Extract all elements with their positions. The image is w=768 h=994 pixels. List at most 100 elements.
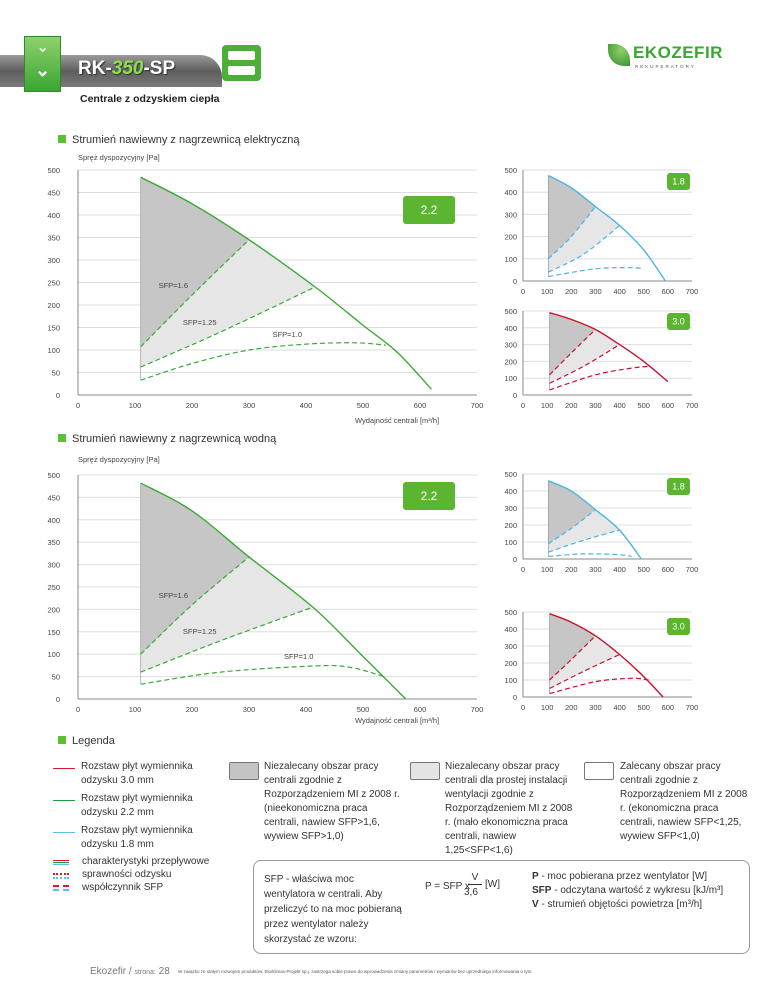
formula-denominator: 3,6 bbox=[464, 887, 478, 898]
x-tick-label: 600 bbox=[662, 565, 675, 574]
mid-economy-area bbox=[140, 556, 313, 673]
y-tick-label: 350 bbox=[47, 538, 60, 547]
y-tick-label: 300 bbox=[47, 561, 60, 570]
y-tick-label: 100 bbox=[504, 538, 517, 547]
x-tick-label: 400 bbox=[613, 287, 626, 296]
section-title: Strumień nawiewny z nagrzewnicą elektryc… bbox=[72, 134, 300, 146]
y-tick-label: 50 bbox=[52, 673, 60, 682]
badge-label: 2.2 bbox=[421, 489, 438, 503]
subtitle: Centrale z odzyskiem ciepła bbox=[80, 93, 220, 105]
x-tick-label: 0 bbox=[521, 287, 525, 296]
model-title: RK-350-SP bbox=[78, 58, 175, 80]
y-tick-label: 200 bbox=[504, 521, 517, 530]
flow-curve bbox=[140, 176, 432, 390]
x-tick-label: 400 bbox=[300, 705, 313, 714]
section-water: Strumień nawiewny z nagrzewnicą wodną bbox=[58, 433, 276, 445]
mid-economy-area bbox=[549, 635, 620, 689]
sfp-line-sfp16 bbox=[140, 239, 250, 348]
y-tick-label: 50 bbox=[52, 369, 60, 378]
model-suffix: -SP bbox=[143, 58, 176, 79]
sfp-line-sfp125 bbox=[549, 344, 620, 384]
mid-economy-area bbox=[548, 206, 620, 273]
x-tick-label: 600 bbox=[662, 401, 675, 410]
x-tick-label: 100 bbox=[541, 401, 554, 410]
y-tick-label: 500 bbox=[47, 166, 60, 175]
x-tick-label: 500 bbox=[637, 287, 650, 296]
y-tick-label: 200 bbox=[504, 357, 517, 366]
def-v: V - strumień objętości powietrza [m³/h] bbox=[532, 899, 703, 910]
sfp-line-sfp16 bbox=[549, 329, 596, 376]
x-tick-label: 200 bbox=[565, 703, 578, 712]
badge bbox=[667, 313, 690, 330]
x-tick-label: 700 bbox=[686, 401, 699, 410]
x-tick-label: 100 bbox=[541, 287, 554, 296]
x-axis-title: Wydajność centrali [m³/h] bbox=[355, 716, 440, 725]
chart-water-1.8: 0 100 200 300 400 500 0 100 200 300 400 500 600 700 1.… bbox=[504, 470, 698, 574]
badge bbox=[667, 478, 690, 495]
x-tick-label: 300 bbox=[589, 703, 602, 712]
sfp-label: SFP=1.25 bbox=[183, 318, 217, 327]
sfp-line-sfp125 bbox=[548, 225, 620, 273]
y-tick-label: 200 bbox=[504, 659, 517, 668]
sfp-line-sfp125 bbox=[140, 606, 314, 673]
section-title: Legenda bbox=[72, 735, 115, 747]
legend-item: Rozstaw płyt wymiennika odzysku 2.2 mm bbox=[81, 793, 193, 818]
x-tick-label: 0 bbox=[521, 703, 525, 712]
y-tick-label: 0 bbox=[513, 391, 517, 400]
x-tick-label: 0 bbox=[76, 705, 80, 714]
x-tick-label: 200 bbox=[565, 287, 578, 296]
y-tick-label: 0 bbox=[56, 695, 60, 704]
chart-water-2.2: 0 50 100 150 200 250 300 350 400 450 500 0 100 200 300… bbox=[47, 471, 483, 714]
x-tick-label: 300 bbox=[243, 705, 256, 714]
section-title: Strumień nawiewny z nagrzewnicą wodną bbox=[72, 433, 277, 445]
sfp-line-sfp10 bbox=[548, 267, 644, 278]
x-tick-label: 0 bbox=[521, 565, 525, 574]
y-tick-label: 450 bbox=[47, 189, 60, 198]
badge-label: 3.0 bbox=[672, 317, 685, 327]
y-tick-label: 0 bbox=[513, 555, 517, 564]
flow-curve bbox=[548, 174, 667, 282]
y-tick-label: 400 bbox=[47, 516, 60, 525]
sfp-definition: SFP - właściwa moc wentylatora w central… bbox=[264, 874, 402, 945]
mid-economy-area bbox=[140, 239, 316, 368]
sfp-line-sfp10 bbox=[549, 365, 649, 391]
x-tick-label: 300 bbox=[589, 565, 602, 574]
y-tick-label: 500 bbox=[504, 166, 517, 175]
section-electric: Strumień nawiewny z nagrzewnicą elektryc… bbox=[58, 134, 299, 146]
legend-item: Rozstaw płyt wymiennika odzysku 3.0 mm bbox=[81, 761, 193, 786]
y-tick-label: 250 bbox=[47, 583, 60, 592]
section-legend: Legenda bbox=[58, 735, 115, 747]
x-tick-label: 700 bbox=[471, 705, 484, 714]
footer-disclaimer: W związku ze stałym rozwojem produktów, … bbox=[178, 969, 533, 974]
y-tick-label: 400 bbox=[504, 324, 517, 333]
formula-box bbox=[253, 860, 750, 954]
x-axis-title: Wydajność centrali [m³/h] bbox=[355, 416, 440, 425]
legend-style-label: współczynnik SFP bbox=[82, 882, 164, 893]
flow-curve bbox=[549, 613, 664, 698]
x-tick-label: 100 bbox=[129, 401, 142, 410]
non-economic-area bbox=[548, 480, 596, 544]
chart-water-3.0: 0 100 200 300 400 500 0 100 200 300 400 500 600 700 3.… bbox=[504, 608, 698, 712]
logo-tagline: REKUPERATORY bbox=[635, 64, 696, 69]
x-tick-label: 0 bbox=[76, 401, 80, 410]
sfp-line-sfp10 bbox=[548, 553, 632, 558]
formula-numerator: V bbox=[468, 872, 482, 885]
white-area-swatch bbox=[584, 762, 614, 780]
model-number: 350 bbox=[111, 58, 144, 79]
sfp-label: SFP=1.25 bbox=[183, 627, 217, 636]
legend-style-label: sprawności odzysku bbox=[82, 869, 172, 880]
unit-type-icon bbox=[222, 45, 261, 81]
x-tick-label: 300 bbox=[589, 401, 602, 410]
y-tick-label: 400 bbox=[504, 188, 517, 197]
badge-label: 2.2 bbox=[421, 203, 438, 217]
y-tick-label: 500 bbox=[504, 307, 517, 316]
non-economic-area bbox=[549, 312, 596, 375]
badge bbox=[667, 618, 690, 635]
x-tick-label: 300 bbox=[589, 287, 602, 296]
x-tick-label: 100 bbox=[541, 565, 554, 574]
x-tick-label: 200 bbox=[565, 565, 578, 574]
x-tick-label: 200 bbox=[565, 401, 578, 410]
x-tick-label: 700 bbox=[686, 703, 699, 712]
model-prefix: RK- bbox=[78, 58, 112, 79]
x-tick-label: 300 bbox=[243, 401, 256, 410]
